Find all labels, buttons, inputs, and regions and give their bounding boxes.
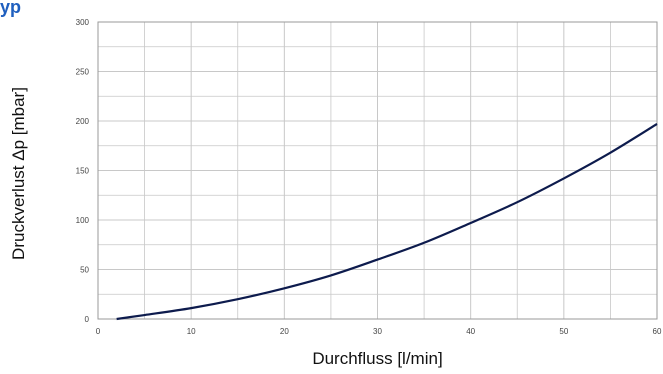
- y-tick-label: 150: [76, 167, 90, 176]
- x-tick-label: 0: [96, 327, 101, 336]
- grid: [97, 21, 658, 320]
- x-tick-label: 50: [559, 327, 568, 336]
- x-tick-label: 60: [653, 327, 662, 336]
- series-line: [116, 123, 658, 321]
- x-tick-labels: 0 10 20 30 40 50 60: [96, 327, 662, 336]
- y-tick-label: 250: [76, 68, 90, 77]
- y-tick-labels: 0 50 100 150 200 250 300: [76, 18, 90, 324]
- x-tick-label: 30: [373, 327, 382, 336]
- x-tick-label: 10: [187, 327, 196, 336]
- x-tick-label: 20: [280, 327, 289, 336]
- x-tick-label: 40: [466, 327, 475, 336]
- y-tick-label: 0: [85, 315, 90, 324]
- y-tick-label: 100: [76, 216, 90, 225]
- x-axis-label: Durchfluss [l/min]: [312, 349, 442, 368]
- y-axis-label: Druckverlust Δp [mbar]: [9, 87, 28, 260]
- plot-frame: [97, 21, 658, 320]
- header-fragment: yp: [0, 0, 21, 17]
- y-tick-label: 50: [80, 266, 89, 275]
- y-tick-label: 200: [76, 117, 90, 126]
- y-tick-label: 300: [76, 18, 90, 27]
